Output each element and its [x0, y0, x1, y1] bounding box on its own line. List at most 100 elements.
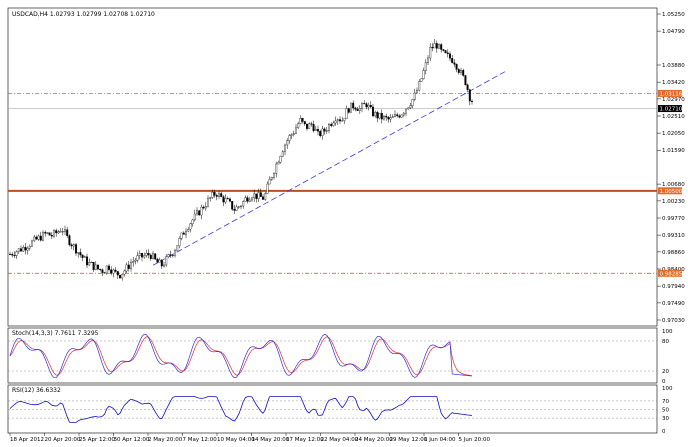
- candle-body: [303, 121, 306, 125]
- candle-body: [343, 118, 346, 121]
- candle-body: [156, 258, 159, 263]
- candle-body: [380, 113, 383, 120]
- candle-body: [97, 264, 99, 270]
- candle-body: [308, 123, 311, 129]
- candle-body: [257, 192, 260, 199]
- candle-body: [81, 254, 84, 258]
- candle-body: [246, 197, 249, 202]
- candle-body: [143, 255, 146, 258]
- candle-body: [312, 124, 315, 131]
- candle-body: [213, 192, 216, 196]
- stoch-panel[interactable]: [7, 327, 658, 384]
- candlesticks: [9, 39, 473, 281]
- stoch-main-line: [9, 333, 473, 379]
- candle-body: [471, 100, 473, 102]
- candle-body: [367, 105, 370, 108]
- y-tick-label: 1.03880: [662, 63, 685, 69]
- candle-body: [119, 274, 121, 279]
- rsi-panel[interactable]: [7, 384, 658, 434]
- candle-body: [361, 103, 363, 109]
- candle-body: [288, 135, 291, 141]
- candle-body: [352, 102, 355, 109]
- price-tag-label: 0.98285: [660, 271, 683, 277]
- candle-body: [218, 193, 220, 197]
- candle-body: [108, 265, 110, 270]
- candle-body: [116, 271, 119, 276]
- candle-body: [136, 255, 139, 261]
- candle-body: [92, 262, 95, 270]
- y-tick-label: 0.99310: [662, 233, 685, 239]
- candle-body: [413, 92, 416, 100]
- price-tag-bg: [658, 187, 682, 195]
- candle-body: [22, 247, 25, 252]
- candle-body: [59, 231, 62, 233]
- candle-body: [398, 115, 401, 118]
- y-tick-label: 1.05250: [662, 12, 685, 18]
- candle-body: [286, 140, 289, 146]
- candle-body: [125, 264, 128, 272]
- candle-body: [328, 124, 330, 131]
- candle-body: [409, 105, 412, 108]
- candle-body: [330, 124, 333, 126]
- candle-body: [451, 58, 454, 63]
- candle-body: [72, 244, 75, 247]
- rsi-tick-label: 100: [662, 386, 673, 392]
- candle-body: [400, 114, 403, 118]
- candle-body: [242, 201, 245, 207]
- stoch-lines: [9, 333, 473, 379]
- candle-body: [317, 129, 319, 132]
- candle-body: [209, 197, 212, 199]
- candle-body: [268, 179, 271, 185]
- candle-body: [334, 120, 337, 124]
- candle-body: [449, 53, 451, 59]
- x-tick-label: 25 Apr 12:00: [79, 437, 115, 443]
- candle-body: [198, 210, 201, 216]
- candle-body: [376, 112, 379, 119]
- candle-body: [86, 256, 88, 266]
- candle-body: [420, 78, 423, 82]
- candle-body: [215, 195, 218, 197]
- y-tick-label: 1.02510: [662, 114, 685, 120]
- candle-body: [240, 205, 242, 207]
- y-tick-label: 0.99770: [662, 216, 685, 222]
- y-tick-label: 1.02970: [662, 97, 685, 103]
- candle-body: [422, 70, 425, 79]
- candle-body: [193, 213, 196, 221]
- candle-body: [281, 151, 284, 157]
- candle-body: [297, 123, 300, 129]
- stoch-tick-label: 80: [662, 339, 669, 345]
- y-tick-label: 0.97490: [662, 301, 685, 307]
- main-chart-panel[interactable]: [7, 7, 658, 327]
- stoch-tick-label: 20: [662, 369, 669, 375]
- candle-body: [141, 253, 143, 258]
- candle-body: [149, 254, 152, 259]
- candle-body: [429, 46, 432, 59]
- candle-body: [284, 144, 286, 152]
- candle-body: [387, 117, 390, 120]
- candle-body: [189, 223, 192, 230]
- candle-body: [50, 234, 53, 237]
- candle-body: [171, 255, 174, 257]
- candle-body: [200, 206, 203, 216]
- horizontal-levels[interactable]: [8, 93, 657, 274]
- candle-body: [253, 193, 256, 199]
- rsi-line: [9, 396, 473, 423]
- price-tag-label: 1.03116: [660, 91, 683, 97]
- candle-body: [11, 254, 14, 256]
- candle-body: [460, 70, 462, 73]
- candle-body: [160, 259, 163, 267]
- candle-body: [262, 196, 264, 200]
- candle-body: [64, 229, 66, 232]
- candle-body: [411, 99, 414, 106]
- candle-body: [347, 108, 350, 113]
- candle-body: [323, 128, 326, 132]
- candle-body: [191, 219, 194, 225]
- candle-body: [48, 232, 51, 236]
- x-tick-label: 14 May 20:00: [252, 437, 290, 443]
- candle-body: [457, 69, 460, 73]
- candle-body: [165, 256, 168, 266]
- candle-body: [77, 252, 80, 254]
- trendlines[interactable]: [152, 71, 506, 266]
